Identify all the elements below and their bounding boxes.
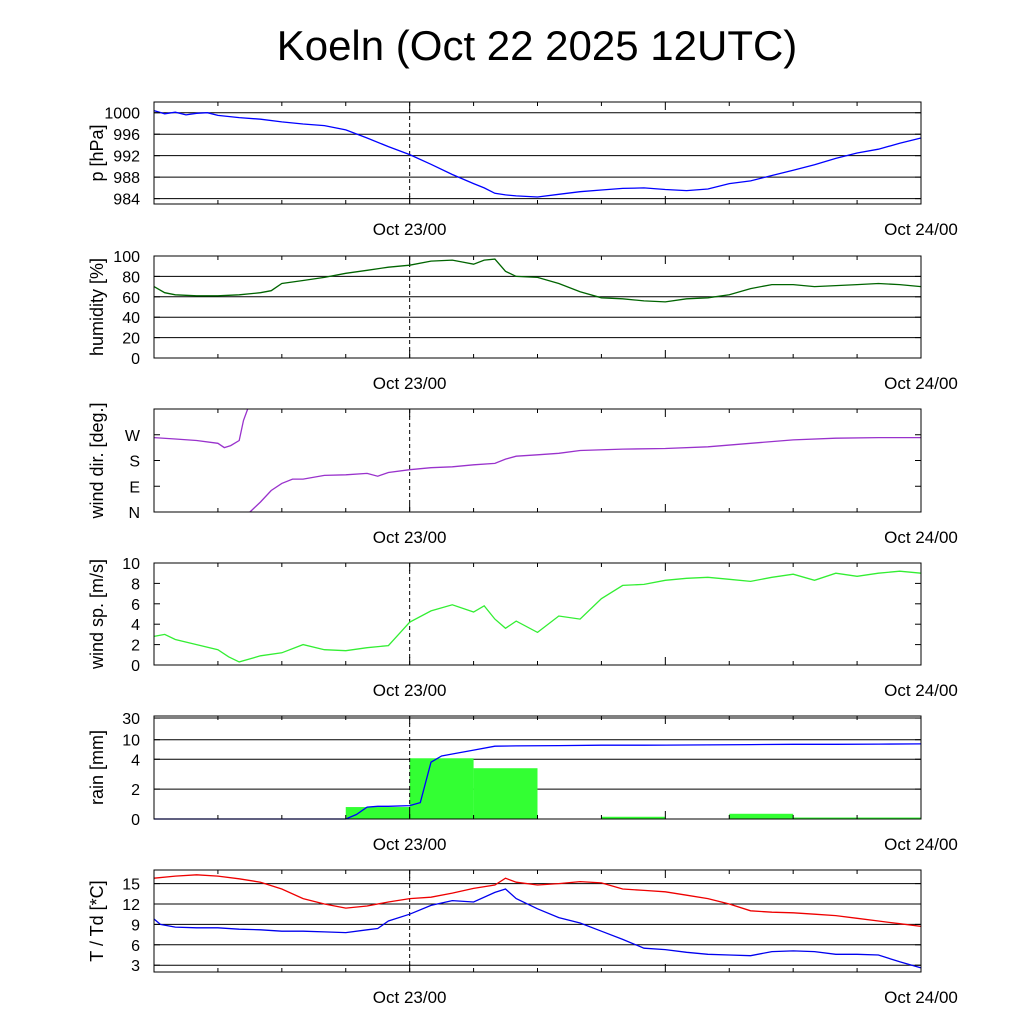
x-tick-label: Oct 23/00: [373, 835, 447, 854]
x-tick-label: Oct 24/00: [884, 220, 958, 239]
x-tick-label: Oct 24/00: [884, 528, 958, 547]
x-tick-label: Oct 24/00: [884, 681, 958, 700]
y-tick-label: 4: [131, 617, 140, 634]
series-line-wind-direction-b: [249, 436, 921, 513]
x-tick-label: Oct 23/00: [373, 528, 447, 547]
y-tick-label: 0: [131, 658, 140, 675]
rain-bar: [601, 816, 666, 819]
rain-bar: [473, 768, 538, 819]
y-tick-label: 992: [113, 149, 140, 166]
plot-frame: [153, 255, 922, 359]
y-tick-label: S: [129, 454, 140, 471]
y-tick-label: 10: [122, 556, 140, 573]
y-tick-label: 9: [131, 917, 140, 934]
series-line-pressure: [153, 109, 922, 198]
x-tick-label: Oct 23/00: [373, 374, 447, 393]
y-tick-label: 2: [131, 782, 140, 799]
panel-4: 0 2 4 6 8 10 Oct 23/00 Oct 24/00 wind sp. [m/s]: [87, 556, 958, 700]
y-tick-label: 8: [131, 576, 140, 593]
rain-bar: [793, 817, 858, 819]
y-tick-label: 6: [131, 597, 140, 614]
y-axis-label: wind sp. [m/s]: [87, 559, 107, 670]
rain-bar: [409, 758, 474, 819]
x-tick-label: Oct 24/00: [884, 835, 958, 854]
x-tick-label: Oct 23/00: [373, 988, 447, 1007]
y-axis-label: wind dir. [deg.]: [87, 402, 107, 519]
plot-frame: [153, 408, 922, 513]
rain-bar: [857, 817, 921, 819]
y-tick-label: 0: [131, 351, 140, 368]
y-tick-label: 3: [131, 958, 140, 975]
y-tick-label: 12: [122, 897, 140, 914]
series-line-dew-point: [153, 888, 922, 969]
y-tick-label: 100: [113, 249, 140, 266]
series-line-temperature: [153, 874, 922, 928]
y-tick-label: 30: [122, 711, 140, 728]
y-axis-label: rain [mm]: [87, 730, 107, 805]
plot-frame: [153, 101, 922, 205]
y-tick-label: N: [128, 505, 140, 522]
y-tick-label: 4: [131, 752, 140, 769]
y-tick-label: 40: [122, 310, 140, 327]
y-tick-label: 996: [113, 127, 140, 144]
y-axis-label: p [hPa]: [87, 124, 107, 181]
y-tick-label: E: [129, 479, 140, 496]
series-line-accumulated-rain: [154, 743, 922, 820]
y-tick-label: 10: [122, 733, 140, 750]
y-tick-label: 2: [131, 638, 140, 655]
x-tick-label: Oct 23/00: [373, 220, 447, 239]
y-tick-label: 15: [122, 877, 140, 894]
y-tick-label: 1000: [104, 106, 140, 123]
y-tick-label: 60: [122, 290, 140, 307]
y-tick-label: 6: [131, 938, 140, 955]
y-tick-label: W: [125, 428, 141, 445]
y-tick-label: 20: [122, 331, 140, 348]
y-tick-label: 984: [113, 192, 140, 209]
panel-5: 0 2 4 10 30 Oct 23/00 Oct 24/00 rain [mm]: [87, 711, 958, 854]
y-tick-label: 80: [122, 269, 140, 286]
y-axis-label: humidity [%]: [87, 258, 107, 356]
y-tick-label: 0: [131, 812, 140, 829]
panel-6: 3 6 9 12 15 Oct 23/00 Oct 24/00 T / Td [*C]: [87, 869, 958, 1007]
series-line-humidity: [153, 258, 922, 303]
panel-1: 984 988 992 996 1000 Oct 23/00 Oct 24/00 p [hPa…: [87, 101, 958, 239]
series-line-wind-direction-a: [153, 408, 249, 449]
panel-2: 0 20 40 60 80 100 Oct 23/00 Oct 24/00 humidity […: [87, 249, 958, 393]
x-tick-label: Oct 24/00: [884, 988, 958, 1007]
rain-bar: [345, 807, 410, 819]
y-axis-label: T / Td [*C]: [87, 880, 107, 961]
x-tick-label: Oct 23/00: [373, 681, 447, 700]
series-line-wind-speed: [153, 570, 922, 663]
y-tick-label: 988: [113, 170, 140, 187]
x-tick-label: Oct 24/00: [884, 374, 958, 393]
chart-title: Koeln (Oct 22 2025 12UTC): [276, 22, 798, 69]
rain-bar: [729, 813, 794, 819]
